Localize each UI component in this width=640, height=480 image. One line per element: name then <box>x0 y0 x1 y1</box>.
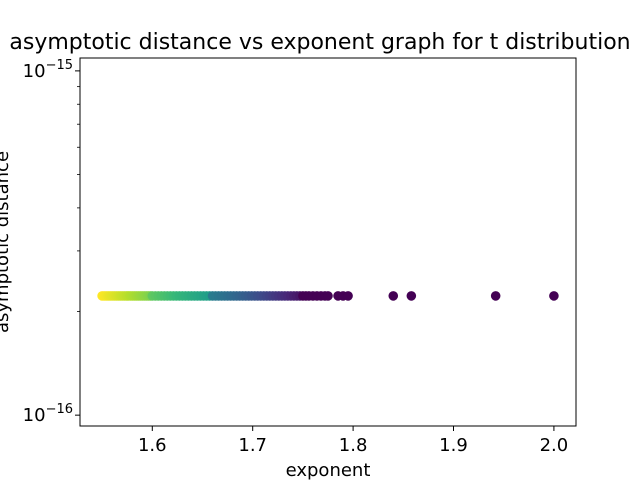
y-tick-label: 10−15 <box>23 58 73 82</box>
data-point <box>490 291 501 301</box>
x-tick-label: 1.6 <box>138 435 167 456</box>
x-tick-label: 1.8 <box>339 435 368 456</box>
x-axis-label: exponent <box>286 460 371 480</box>
x-axis-ticks: 1.6 1.7 1.8 1.9 2.0 <box>138 426 568 456</box>
y-axis-label: asymptotic distance <box>0 151 13 333</box>
data-points <box>97 291 559 301</box>
plot-frame <box>79 57 577 427</box>
data-point <box>549 291 559 301</box>
plot-area <box>80 58 576 426</box>
x-tick-label: 1.9 <box>439 435 468 456</box>
data-point <box>406 291 417 301</box>
data-point <box>388 291 399 301</box>
x-tick-label: 1.7 <box>238 435 267 456</box>
y-axis-ticks: 10−16 10−15 <box>23 58 80 426</box>
y-tick-label: 10−16 <box>23 402 73 426</box>
chart-title: asymptotic distance vs exponent graph fo… <box>9 30 630 55</box>
data-point <box>323 291 333 301</box>
x-tick-label: 2.0 <box>540 435 569 456</box>
data-point <box>343 291 353 301</box>
